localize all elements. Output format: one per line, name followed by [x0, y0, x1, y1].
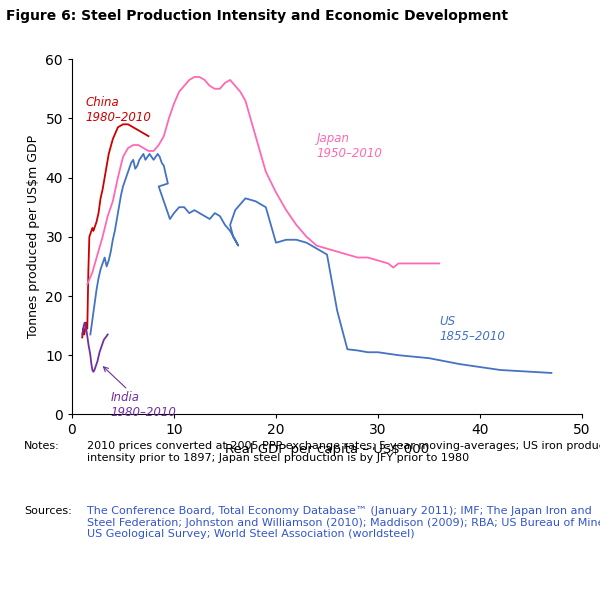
Text: India
1980–2010: India 1980–2010 [103, 367, 176, 419]
Text: China
1980–2010: China 1980–2010 [85, 96, 151, 124]
Y-axis label: Tonnes produced per US$m GDP: Tonnes produced per US$m GDP [27, 135, 40, 339]
Text: Notes:: Notes: [24, 441, 60, 451]
X-axis label: Real GDP per capita – US$’000: Real GDP per capita – US$’000 [225, 443, 429, 456]
Text: 2010 prices converted at 2005 PPP exchange rates; 5-year moving-averages; US iro: 2010 prices converted at 2005 PPP exchan… [87, 441, 600, 462]
Text: Sources:: Sources: [24, 506, 72, 516]
Text: Figure 6: Steel Production Intensity and Economic Development: Figure 6: Steel Production Intensity and… [6, 9, 508, 23]
Text: The Conference Board, Total Economy Database™ (January 2011); IMF; The Japan Iro: The Conference Board, Total Economy Data… [87, 506, 600, 539]
Text: US
1855–2010: US 1855–2010 [439, 316, 505, 343]
Text: Japan
1950–2010: Japan 1950–2010 [317, 132, 383, 160]
